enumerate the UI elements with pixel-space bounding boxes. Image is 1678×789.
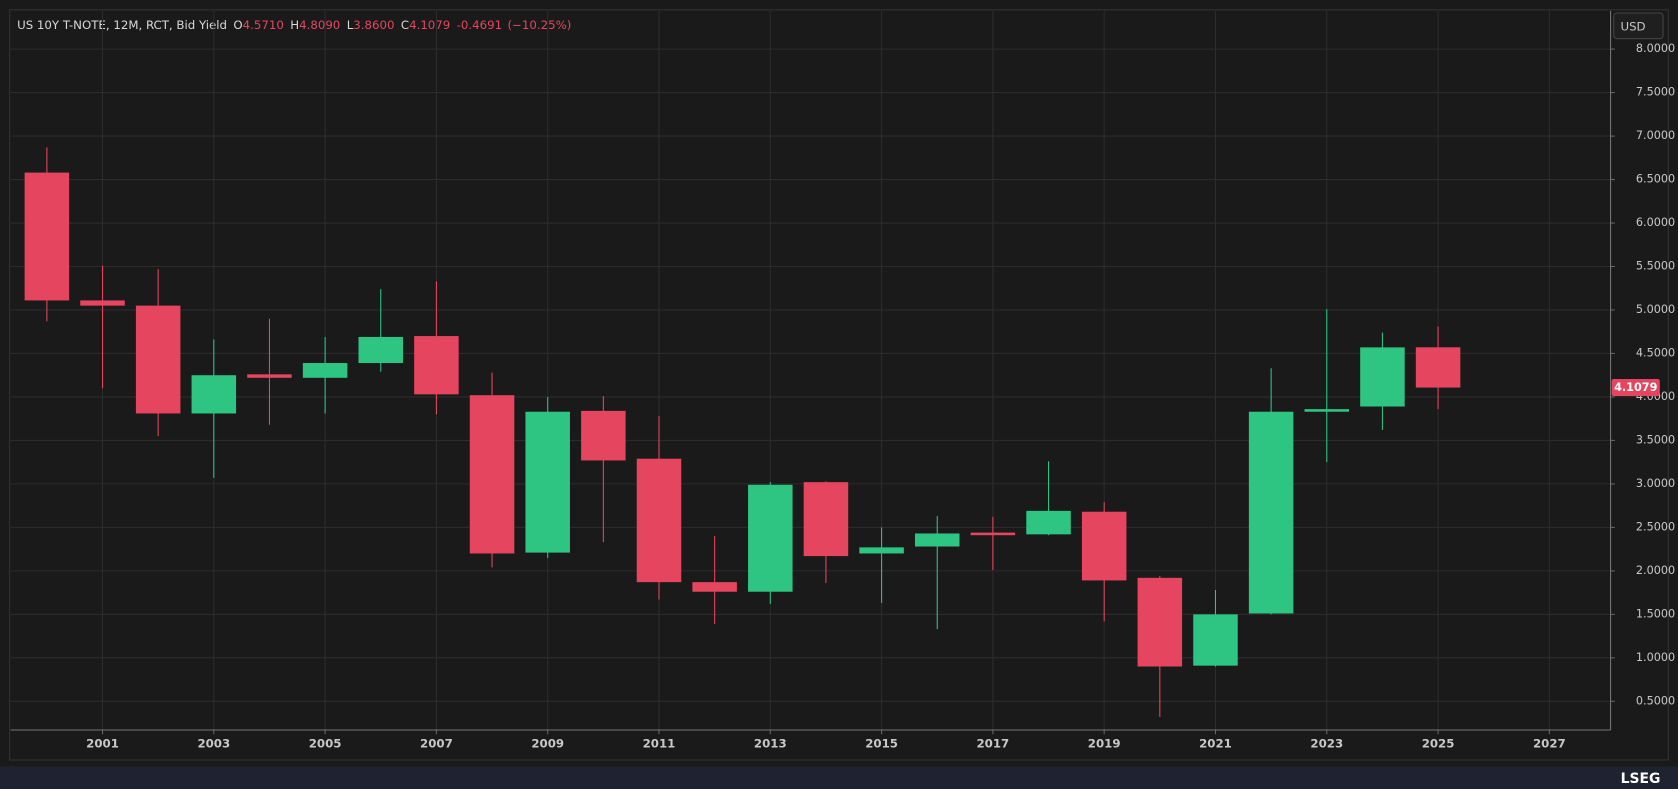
x-tick-label: 2005 [309, 736, 342, 750]
header-item: 4.1079 [409, 17, 450, 31]
header-item: H [290, 17, 299, 31]
header-item: -0.4691 [457, 17, 502, 31]
header-item: C [401, 17, 409, 31]
y-tick-label: 2.5000 [1636, 520, 1675, 533]
candle-body [581, 410, 626, 461]
y-tick-label: 5.5000 [1636, 260, 1675, 273]
header-item: O [233, 17, 242, 31]
candle-body [302, 363, 348, 378]
candle-body [247, 374, 292, 378]
candle-body [191, 375, 237, 414]
x-tick-label: 2019 [1088, 736, 1121, 750]
candle-body [525, 411, 570, 553]
x-tick-label: 2001 [86, 736, 119, 750]
y-tick-label: 4.5000 [1636, 346, 1675, 359]
header-item: US 10Y T-NOTE, 12M, RCT, Bid Yield [17, 17, 227, 31]
last-price-tag [1611, 378, 1660, 397]
candle-body [803, 482, 849, 557]
candle-body [1081, 511, 1127, 581]
candle-body [80, 300, 125, 306]
candle-body [914, 533, 960, 547]
y-tick-label: 5.0000 [1636, 303, 1675, 316]
candle-body [358, 336, 404, 364]
currency-button[interactable] [1613, 12, 1664, 40]
candle-body [414, 336, 459, 395]
candle-body [692, 582, 737, 592]
y-tick-label: 7.0000 [1636, 129, 1675, 142]
y-tick-label: 3.5000 [1636, 433, 1675, 446]
x-tick-label: 2003 [197, 736, 230, 750]
x-tick-label: 2015 [865, 736, 898, 750]
candle-body [1360, 347, 1405, 407]
x-tick-label: 2023 [1310, 736, 1343, 750]
header: US 10Y T-NOTE, 12M, RCT, Bid Yield O4.571… [17, 17, 571, 31]
y-tick-label: 0.5000 [1636, 694, 1675, 707]
x-tick-label: 2011 [643, 736, 676, 750]
brand: LSEG [1621, 771, 1661, 787]
frame [9, 9, 1669, 761]
x-tick-label: 2013 [754, 736, 787, 750]
candle-body [636, 458, 682, 583]
y-tick-label: 6.5000 [1636, 173, 1675, 186]
candle-body [1193, 614, 1238, 666]
header-item: (−10.25%) [507, 17, 571, 31]
candle-body [859, 547, 904, 554]
header-item: 4.5710 [243, 17, 284, 31]
footer-bar [0, 766, 1678, 789]
candle-body [1415, 347, 1461, 388]
candle-body [1137, 577, 1183, 667]
candle-body [1304, 409, 1350, 412]
candle-body [748, 484, 793, 592]
header-item: 3.8600 [353, 17, 394, 31]
y-tick-label: 7.5000 [1636, 86, 1675, 99]
currency: USD [1620, 19, 1645, 33]
y-tick-label: 2.0000 [1636, 564, 1675, 577]
candle-body [24, 172, 70, 301]
candle-body [1248, 411, 1294, 614]
x-tick-label: 2017 [977, 736, 1010, 750]
header-item: L [347, 17, 354, 31]
last-price-label: 4.1079 [1614, 381, 1657, 394]
x-tick-label: 2009 [531, 736, 564, 750]
candle-body [135, 305, 181, 414]
y-tick-label: 3.0000 [1636, 477, 1675, 490]
y-tick-label: 6.0000 [1636, 216, 1675, 229]
header-item: 4.8090 [299, 17, 340, 31]
x-tick-label: 2027 [1533, 736, 1566, 750]
y-tick-label: 1.5000 [1636, 607, 1675, 620]
candle-body [970, 532, 1016, 536]
x-tick-label: 2021 [1199, 736, 1232, 750]
y-tick-label: 1.0000 [1636, 651, 1675, 664]
x-tick-label: 2025 [1422, 736, 1455, 750]
x-tick-label: 2007 [420, 736, 453, 750]
y-tick-label: 8.0000 [1636, 42, 1675, 55]
candle-body [1026, 510, 1071, 535]
candle-body [469, 395, 515, 554]
